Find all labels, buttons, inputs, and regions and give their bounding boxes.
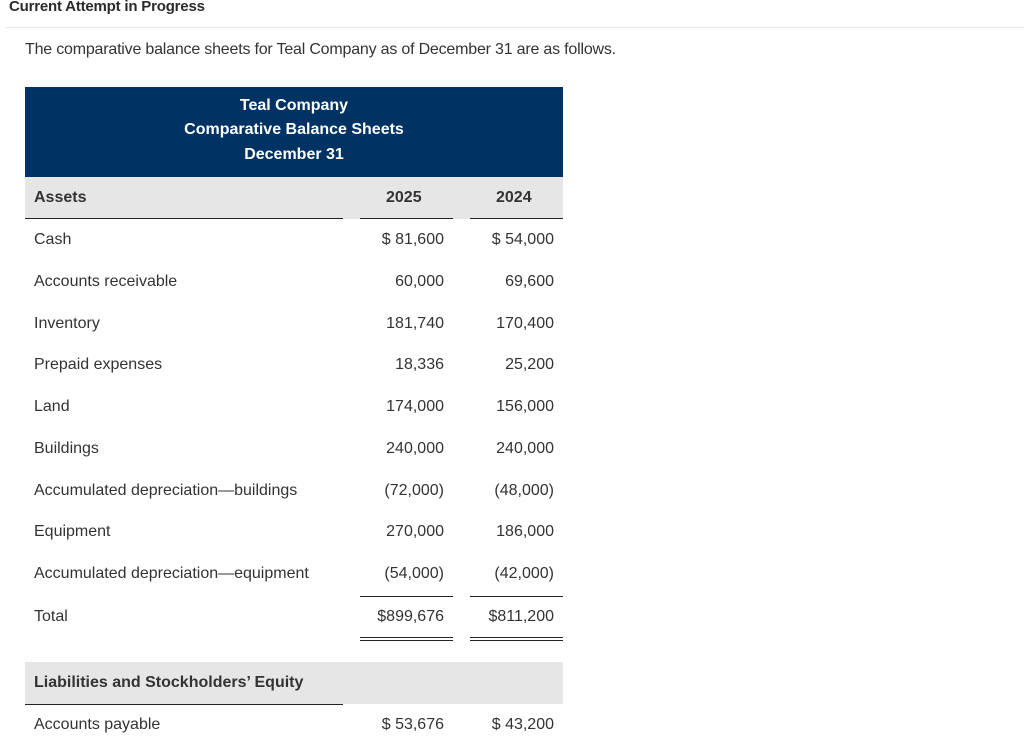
row-label: Inventory: [34, 315, 100, 332]
double-rule: [470, 637, 563, 638]
statement-title-block: Teal Company Comparative Balance Sheets …: [25, 87, 563, 177]
value-2025: 174,000: [386, 398, 444, 415]
assets-header-row: Assets 2025 2024: [25, 177, 563, 219]
table-row: Land 174,000 156,000: [0, 398, 1024, 422]
row-label: Equipment: [34, 523, 111, 540]
header-underline: [25, 218, 343, 219]
table-row: Buildings 240,000 240,000: [0, 440, 1024, 464]
value-2025: 240,000: [386, 440, 444, 457]
value-2025: 18,336: [395, 356, 444, 373]
value-2025: 60,000: [395, 273, 444, 290]
row-label: Accumulated depreciation—equipment: [34, 565, 309, 582]
table-row: Accounts payable $ 53,676 $ 43,200: [0, 716, 1024, 740]
value-2025: $ 81,600: [381, 231, 444, 248]
total-2024: $811,200: [488, 608, 554, 625]
row-label: Accounts receivable: [34, 273, 178, 290]
question-intro: The comparative balance sheets for Teal …: [25, 41, 616, 58]
total-2025: $899,676: [377, 608, 444, 625]
liabilities-header-row: Liabilities and Stockholders’ Equity: [25, 662, 563, 704]
table-row: Inventory 181,740 170,400: [0, 315, 1024, 339]
row-label: Cash: [34, 231, 72, 248]
value-2025: $ 53,676: [381, 716, 444, 733]
value-2024: (48,000): [494, 482, 554, 499]
value-2024: $ 54,000: [491, 231, 554, 248]
value-2024: (42,000): [494, 565, 554, 582]
value-2024: 186,000: [496, 523, 554, 540]
total-row: Total $899,676 $811,200: [0, 608, 1024, 632]
subtotal-rule: [470, 596, 563, 597]
table-row: Accumulated depreciation—buildings (72,0…: [0, 482, 1024, 506]
header-underline: [470, 218, 563, 219]
table-row: Cash $ 81,600 $ 54,000: [0, 231, 1024, 255]
row-label: Accumulated depreciation—buildings: [34, 482, 298, 499]
row-label: Total: [34, 608, 68, 625]
value-2024: 25,200: [505, 356, 554, 373]
value-2024: 156,000: [496, 398, 554, 415]
attempt-status-heading: Current Attempt in Progress: [9, 0, 205, 15]
company-name: Teal Company: [239, 97, 349, 114]
table-row: Equipment 270,000 186,000: [0, 523, 1024, 547]
statement-date: December 31: [244, 146, 344, 163]
divider: [6, 27, 1024, 28]
row-label: Land: [34, 398, 70, 415]
table-row: Accumulated depreciation—equipment (54,0…: [0, 565, 1024, 589]
row-label: Accounts payable: [34, 716, 161, 733]
year-2025-header: 2025: [386, 189, 422, 206]
value-2024: 240,000: [496, 440, 554, 457]
double-rule: [360, 637, 453, 638]
row-label: Buildings: [34, 440, 99, 457]
value-2025: (54,000): [384, 565, 444, 582]
subtotal-rule: [360, 596, 453, 597]
value-2025: 181,740: [386, 315, 444, 332]
double-rule: [360, 640, 453, 641]
header-underline: [25, 704, 343, 705]
liabilities-header: Liabilities and Stockholders’ Equity: [34, 674, 304, 691]
double-rule: [470, 640, 563, 641]
value-2024: $ 43,200: [491, 716, 554, 733]
value-2024: 69,600: [505, 273, 554, 290]
statement-title: Comparative Balance Sheets: [184, 121, 404, 138]
table-row: Accounts receivable 60,000 69,600: [0, 273, 1024, 297]
table-row: Prepaid expenses 18,336 25,200: [0, 356, 1024, 380]
value-2025: 270,000: [386, 523, 444, 540]
header-underline: [360, 218, 453, 219]
value-2024: 170,400: [496, 315, 554, 332]
row-label: Prepaid expenses: [34, 356, 163, 373]
assets-header: Assets: [34, 189, 87, 206]
year-2024-header: 2024: [496, 189, 532, 206]
value-2025: (72,000): [384, 482, 444, 499]
